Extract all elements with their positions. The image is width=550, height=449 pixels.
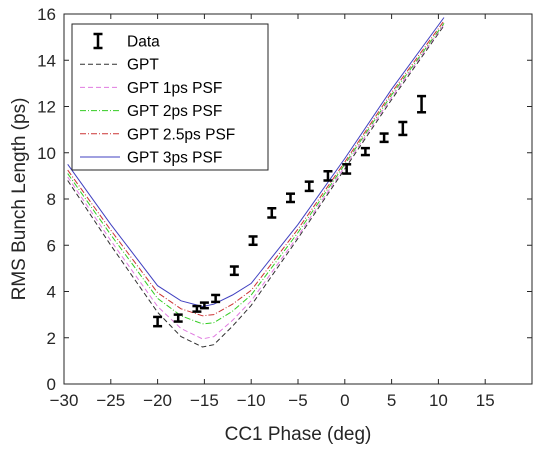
y-tick-label: 16 <box>37 5 56 24</box>
x-tick-label: −5 <box>288 391 307 410</box>
series-line-gpt-2ps-psf <box>67 23 445 325</box>
data-point <box>286 192 296 204</box>
y-axis-label: RMS Bunch Length (ps) <box>9 98 30 301</box>
curves-layer <box>67 17 445 348</box>
data-points-layer <box>153 94 427 328</box>
y-tick-label: 2 <box>47 329 56 348</box>
data-point <box>323 170 333 182</box>
x-tick-label: 5 <box>387 391 396 410</box>
series-line-gpt-1ps-psf <box>67 24 445 340</box>
x-tick-label: −20 <box>143 391 172 410</box>
legend-label: GPT 2ps PSF <box>127 103 222 120</box>
series-line-gpt-2-5ps-psf <box>67 20 445 317</box>
data-point <box>304 180 314 193</box>
x-tick-label: −10 <box>237 391 266 410</box>
legend: Data GPT GPT 1ps PSF GPT 2ps PSF GPT 2.5ps P… <box>71 23 269 171</box>
y-tick-label: 10 <box>37 144 56 163</box>
ticks-layer: −30 −25 −20 −15 −10 −5 0 5 10 15 0 2 4 6 8 10 12 14 16 <box>37 5 532 410</box>
data-point <box>153 315 163 328</box>
legend-item-data: Data <box>93 32 160 51</box>
data-point <box>360 146 370 157</box>
series-line-gpt <box>67 25 445 348</box>
legend-item-gpt-1ps-psf: GPT 1ps PSF <box>80 80 222 97</box>
x-tick-label: −30 <box>50 391 79 410</box>
legend-item-gpt-3ps-psf: GPT 3ps PSF <box>80 150 222 167</box>
data-point <box>417 94 427 114</box>
x-tick-label: 10 <box>429 391 448 410</box>
data-point <box>229 265 239 277</box>
y-tick-label: 12 <box>37 98 56 117</box>
data-point <box>199 301 209 310</box>
y-tick-label: 14 <box>37 51 56 70</box>
x-tick-label: 0 <box>340 391 349 410</box>
legend-label: GPT 2.5ps PSF <box>127 126 235 143</box>
y-tick-label: 8 <box>47 190 56 209</box>
legend-item-gpt-2-5ps-psf: GPT 2.5ps PSF <box>80 126 235 143</box>
y-tick-label: 0 <box>47 375 56 394</box>
legend-item-gpt: GPT <box>80 57 159 74</box>
x-tick-label: 15 <box>476 391 495 410</box>
data-point <box>342 163 352 175</box>
data-point <box>398 120 408 137</box>
data-point <box>267 207 277 219</box>
data-point <box>211 293 221 304</box>
legend-label: GPT 1ps PSF <box>127 80 222 97</box>
data-point <box>173 313 183 323</box>
legend-label: Data <box>127 34 160 51</box>
series-line-gpt-3ps-psf <box>67 17 445 308</box>
x-tick-label: −15 <box>190 391 219 410</box>
y-tick-label: 4 <box>47 283 56 302</box>
x-axis-label: CC1 Phase (deg) <box>225 424 372 445</box>
data-point <box>379 132 389 144</box>
data-point <box>192 304 202 313</box>
legend-label: GPT 3ps PSF <box>127 150 222 167</box>
y-tick-label: 6 <box>47 236 56 255</box>
x-tick-label: −25 <box>96 391 125 410</box>
legend-label: GPT <box>127 57 159 74</box>
legend-item-gpt-2ps-psf: GPT 2ps PSF <box>80 103 222 120</box>
legend-box <box>71 23 269 171</box>
data-point <box>248 235 258 247</box>
